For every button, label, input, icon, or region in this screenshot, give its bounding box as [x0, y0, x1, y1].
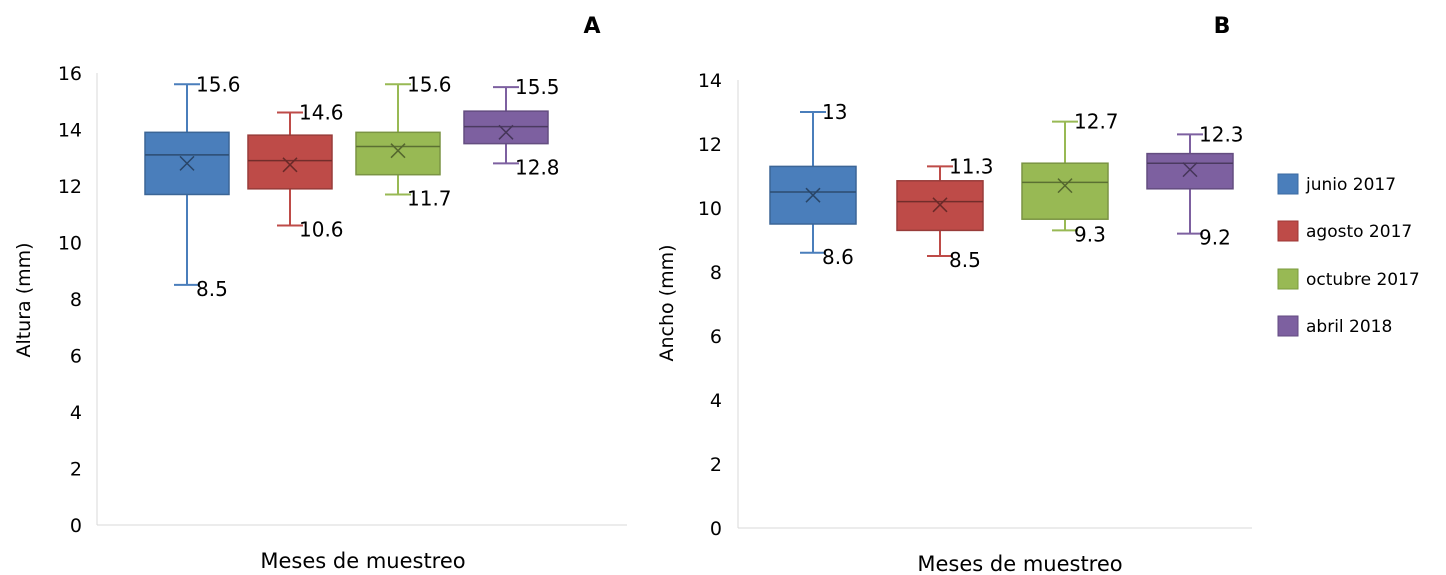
- box-octubre-2017: 12.7 9.3: [1021, 110, 1119, 246]
- mean-marker: [282, 157, 298, 173]
- min-label: 9.2: [1199, 226, 1231, 250]
- max-label: 14.6: [299, 101, 344, 125]
- y-tick-label: 2: [70, 459, 82, 481]
- legend: junio 2017 agosto 2017 octubre 2017 abri…: [1277, 173, 1420, 337]
- max-label: 15.5: [515, 75, 560, 99]
- y-tick-label: 12: [698, 134, 722, 156]
- mean-marker: [390, 143, 406, 159]
- y-tick-label: 6: [710, 326, 722, 348]
- legend-swatch: [1277, 315, 1299, 337]
- min-label: 9.3: [1074, 222, 1106, 246]
- box-iqr: [1146, 152, 1234, 190]
- box-iqr: [355, 131, 441, 176]
- y-ticks-a: 0 2 4 6 8 10 12 14 16: [58, 63, 82, 537]
- chart-a: A Altura (mm) Meses de muestreo 0 2 4 6 8 10 1…: [13, 14, 627, 573]
- mean-marker: [1057, 178, 1073, 194]
- mean-marker: [932, 197, 948, 213]
- box-abril-2018: 15.5 12.8: [463, 75, 560, 179]
- legend-swatch: [1277, 268, 1299, 290]
- min-label: 8.5: [949, 248, 981, 272]
- mean-marker: [179, 155, 195, 171]
- box-junio-2017: 138.6: [769, 100, 857, 269]
- y-tick-label: 0: [70, 515, 82, 537]
- legend-label: abril 2018: [1306, 317, 1392, 337]
- x-axis-label-b: Meses de muestreo: [917, 552, 1122, 575]
- chart-b: B Ancho (mm) Meses de muestreo 0 2 4 6 8 10 12…: [656, 14, 1252, 575]
- box-iqr: [144, 131, 230, 196]
- box-junio-2017: 15.6 8.5: [144, 72, 241, 301]
- y-tick-label: 8: [710, 262, 722, 284]
- y-tick-label: 8: [70, 289, 82, 311]
- legend-item: abril 2018: [1277, 315, 1392, 337]
- box-iqr: [1021, 162, 1109, 220]
- y-tick-label: 10: [58, 233, 82, 255]
- y-tick-label: 4: [710, 390, 722, 412]
- legend-label: agosto 2017: [1306, 222, 1412, 242]
- y-tick-label: 14: [58, 120, 82, 142]
- y-tick-label: 0: [710, 518, 722, 540]
- y-tick-label: 10: [698, 198, 722, 220]
- panel-label-a: A: [583, 14, 600, 39]
- max-label: 15.6: [407, 72, 452, 96]
- boxes-a: 15.6 8.5 14.6 10.6 15.6 11.7 15.5 12.8: [144, 72, 560, 301]
- box-agosto-2017: 14.6 10.6: [247, 101, 344, 242]
- mean-marker: [805, 187, 821, 203]
- min-label: 8.5: [196, 277, 228, 301]
- legend-swatch: [1277, 220, 1299, 242]
- legend-label: junio 2017: [1305, 175, 1396, 195]
- max-label: 11.3: [949, 154, 994, 178]
- min-label: 8.6: [822, 245, 854, 269]
- box-iqr: [247, 134, 333, 190]
- min-label: 10.6: [299, 218, 344, 242]
- box-agosto-2017: 11.3 8.5: [896, 154, 994, 272]
- y-tick-label: 6: [70, 346, 82, 368]
- y-ticks-b: 0 2 4 6 8 10 12 14: [698, 70, 722, 540]
- y-tick-label: 16: [58, 63, 82, 85]
- mean-marker: [498, 124, 514, 140]
- mean-marker: [1182, 162, 1198, 178]
- min-label: 12.8: [515, 155, 560, 179]
- min-label: 11.7: [407, 186, 452, 210]
- y-tick-label: 4: [70, 402, 82, 424]
- max-label: 15.6: [196, 72, 241, 96]
- max-label: 12.3: [1199, 122, 1244, 146]
- legend-swatch: [1277, 173, 1299, 195]
- x-axis-label-a: Meses de muestreo: [260, 549, 465, 573]
- legend-item: agosto 2017: [1277, 220, 1412, 242]
- legend-item: junio 2017: [1277, 173, 1396, 195]
- box-octubre-2017: 15.6 11.7: [355, 72, 452, 210]
- y-axis-label-a: Altura (mm): [13, 242, 35, 357]
- y-tick-label: 12: [58, 176, 82, 198]
- y-tick-label: 2: [710, 454, 722, 476]
- legend-label: octubre 2017: [1306, 270, 1420, 290]
- panel-label-b: B: [1214, 14, 1231, 39]
- max-label: 12.7: [1074, 110, 1119, 134]
- max-label: 13: [822, 100, 847, 124]
- boxes-b: 138.611.38.512.79.312.39.2: [769, 100, 1244, 272]
- y-tick-label: 14: [698, 70, 722, 92]
- y-axis-label-b: Ancho (mm): [656, 244, 678, 361]
- box-abril-2018: 12.3 9.2: [1146, 122, 1244, 250]
- legend-item: octubre 2017: [1277, 268, 1420, 290]
